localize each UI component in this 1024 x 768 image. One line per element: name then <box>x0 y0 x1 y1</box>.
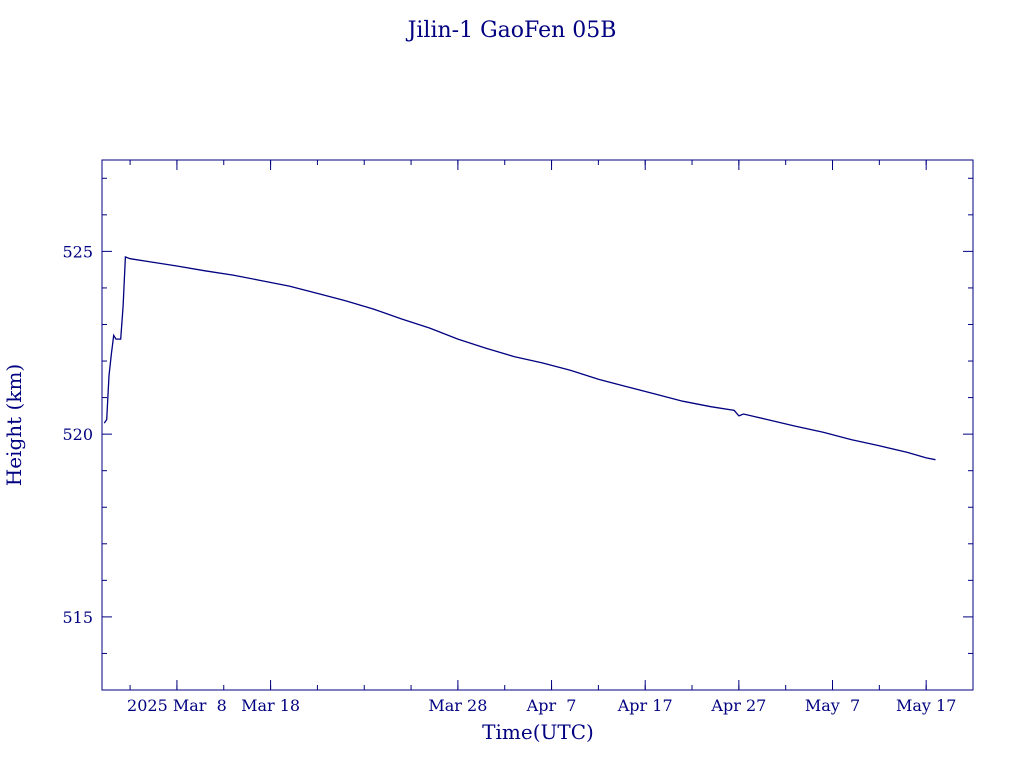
x-axis-label: Time(UTC) <box>482 720 594 744</box>
x-tick-label: May 7 <box>805 696 860 715</box>
plot-frame <box>101 159 974 691</box>
series-layer <box>103 255 936 461</box>
x-axis-ticks <box>129 160 974 690</box>
y-tick-label: 520 <box>62 425 93 444</box>
plot-area <box>101 159 974 691</box>
x-tick-label: Mar 18 <box>241 696 300 715</box>
x-tick-label: 2025 Mar 8 <box>127 696 227 715</box>
y-tick-label: 515 <box>62 608 93 627</box>
x-tick-label: Apr 7 <box>526 696 577 715</box>
x-tick-label: Mar 28 <box>428 696 487 715</box>
x-tick-label: Apr 17 <box>617 696 673 715</box>
y-tick-label: 525 <box>62 242 93 261</box>
y-axis-tick-labels: 515 520 525 <box>62 242 93 627</box>
height-series-line <box>103 255 936 461</box>
y-axis-ticks <box>102 177 973 691</box>
x-tick-label: May 17 <box>896 696 956 715</box>
y-axis-label: Height (km) <box>2 364 26 486</box>
chart-title: Jilin-1 GaoFen 05B <box>406 18 617 43</box>
x-axis-tick-labels: 2025 Mar 8 Mar 18 Mar 28 Apr 7 Apr 17 Apr 27 M… <box>127 696 956 715</box>
x-tick-label: Apr 27 <box>710 696 766 715</box>
